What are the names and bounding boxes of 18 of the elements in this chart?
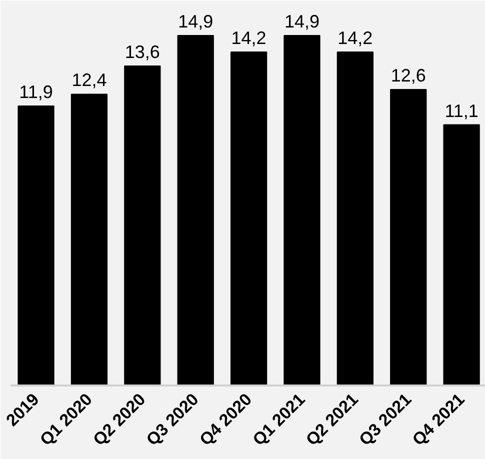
bar xyxy=(124,66,161,386)
bar xyxy=(177,35,214,386)
bar xyxy=(230,51,268,386)
bar xyxy=(336,51,374,386)
bar xyxy=(18,105,54,386)
data-label: 12,4 xyxy=(72,70,107,90)
data-label: 14,9 xyxy=(178,12,214,32)
data-label: 13,6 xyxy=(124,42,160,62)
data-label: 12,6 xyxy=(390,66,426,86)
data-label: 11,9 xyxy=(19,82,53,102)
bar xyxy=(284,35,320,386)
data-label: 14,2 xyxy=(338,28,373,48)
bar xyxy=(443,124,480,386)
data-label: 14,9 xyxy=(284,12,320,32)
bar xyxy=(70,94,108,386)
data-label: 14,2 xyxy=(231,28,266,48)
data-label: 11,1 xyxy=(444,100,478,121)
bar xyxy=(390,89,427,386)
